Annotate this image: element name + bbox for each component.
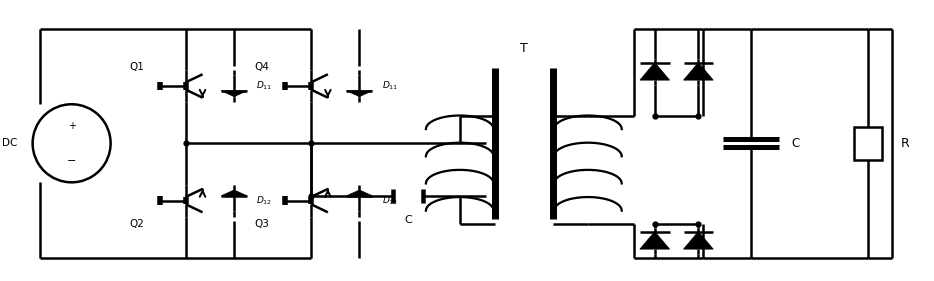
Text: $D_{11}$: $D_{11}$: [257, 80, 273, 92]
Polygon shape: [221, 190, 248, 196]
Polygon shape: [221, 91, 248, 97]
FancyBboxPatch shape: [855, 126, 883, 160]
Text: Q4: Q4: [255, 62, 269, 72]
Polygon shape: [684, 62, 714, 80]
Text: Q2: Q2: [129, 219, 144, 229]
Text: −: −: [67, 156, 77, 166]
Text: Q3: Q3: [255, 219, 269, 229]
Text: Q1: Q1: [129, 62, 144, 72]
Polygon shape: [347, 190, 373, 196]
Text: C: C: [403, 215, 412, 225]
Text: +: +: [67, 121, 76, 131]
Text: $D_{11}$: $D_{11}$: [382, 80, 398, 92]
Polygon shape: [640, 232, 670, 249]
Text: DC: DC: [2, 138, 17, 148]
Polygon shape: [640, 62, 670, 80]
Polygon shape: [347, 91, 373, 97]
Text: T: T: [520, 42, 528, 55]
Text: R: R: [901, 137, 910, 150]
Text: $D_{12}$: $D_{12}$: [382, 194, 398, 207]
Text: C: C: [792, 137, 800, 150]
Text: $D_{12}$: $D_{12}$: [257, 194, 273, 207]
Polygon shape: [684, 232, 714, 249]
